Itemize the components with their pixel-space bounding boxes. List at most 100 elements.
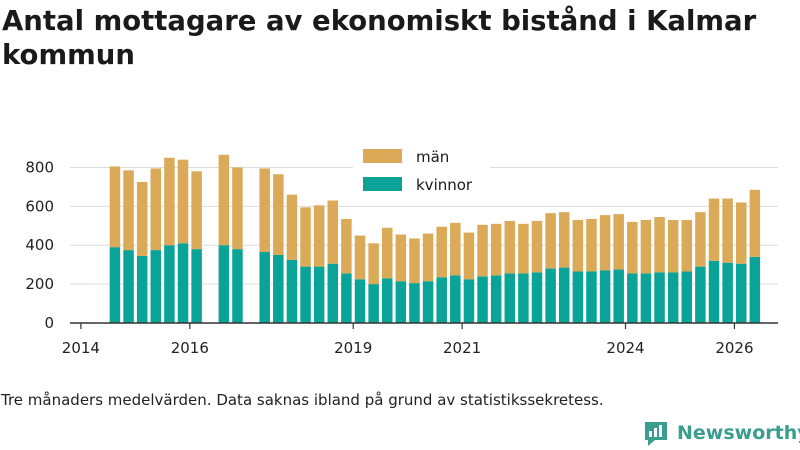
- bar-kvinnor: [395, 281, 407, 323]
- bar-kvinnor: [436, 277, 447, 323]
- bar-man: [450, 222, 461, 276]
- bar-kvinnor: [463, 279, 475, 323]
- bar-kvinnor: [259, 252, 270, 323]
- bar-kvinnor: [109, 247, 121, 323]
- bar-kvinnor: [518, 273, 529, 323]
- bar-man: [191, 171, 202, 250]
- bar-kvinnor: [450, 275, 461, 323]
- bars: [109, 154, 761, 323]
- bar-kvinnor: [545, 268, 556, 323]
- bar-kvinnor: [327, 263, 339, 323]
- bar-man: [531, 220, 543, 273]
- legend-label-kvinnor: kvinnor: [416, 176, 473, 194]
- bar-man: [490, 223, 502, 276]
- x-tick-label: 2024: [606, 339, 644, 357]
- bar-man: [164, 157, 175, 246]
- bar-kvinnor: [409, 283, 420, 323]
- bar-kvinnor: [368, 284, 379, 323]
- bar-kvinnor: [123, 250, 134, 323]
- bar-man: [504, 220, 516, 274]
- y-tick-label: 400: [25, 236, 54, 254]
- bar-man: [654, 217, 665, 273]
- bar-man: [232, 167, 243, 250]
- bar-kvinnor: [150, 250, 162, 323]
- bar-man: [749, 189, 761, 257]
- bar-man: [572, 219, 584, 272]
- bar-kvinnor: [654, 272, 665, 323]
- bar-kvinnor: [572, 271, 584, 323]
- bar-man: [259, 168, 270, 253]
- bar-kvinnor: [313, 266, 325, 323]
- bar-kvinnor: [273, 254, 284, 323]
- bar-man: [640, 219, 652, 274]
- bar-kvinnor: [164, 245, 175, 323]
- bar-kvinnor: [749, 256, 761, 323]
- bar-kvinnor: [695, 266, 706, 323]
- legend-label-man: män: [416, 148, 449, 166]
- y-tick-label: 0: [44, 314, 54, 332]
- bar-man: [150, 168, 162, 251]
- bar-kvinnor: [191, 249, 202, 323]
- bar-kvinnor: [681, 271, 693, 323]
- bar-man: [273, 174, 284, 255]
- bar-kvinnor: [640, 273, 652, 323]
- legend: män kvinnor: [353, 143, 490, 198]
- bar-man: [327, 200, 339, 264]
- bar-man: [558, 212, 570, 268]
- bar-man: [518, 223, 529, 274]
- bar-kvinnor: [300, 266, 311, 323]
- x-tick-label: 2026: [715, 339, 753, 357]
- x-tick-label: 2019: [334, 339, 372, 357]
- bar-man: [313, 205, 325, 267]
- bar-kvinnor: [286, 259, 298, 323]
- bar-man: [286, 194, 298, 260]
- legend-swatch-man: [363, 149, 402, 163]
- bar-man: [123, 170, 134, 251]
- bar-man: [136, 182, 148, 256]
- bar-kvinnor: [477, 276, 488, 323]
- bar-man: [463, 232, 475, 280]
- bar-kvinnor: [490, 275, 502, 323]
- bar-kvinnor: [232, 249, 243, 323]
- bar-kvinnor: [504, 273, 516, 323]
- bar-man: [667, 219, 679, 273]
- bar-man: [409, 238, 420, 284]
- bar-kvinnor: [218, 245, 230, 323]
- bar-kvinnor: [667, 272, 679, 323]
- bar-man: [300, 207, 311, 267]
- bar-man: [477, 224, 488, 277]
- bar-man: [599, 215, 611, 271]
- bar-kvinnor: [708, 260, 720, 323]
- y-tick-label: 800: [25, 158, 54, 176]
- bar-man: [422, 233, 434, 282]
- bar-kvinnor: [136, 255, 148, 323]
- y-tick-label: 200: [25, 275, 54, 293]
- bar-man: [109, 166, 121, 248]
- bar-man: [613, 214, 624, 270]
- bar-kvinnor: [381, 278, 393, 323]
- bar-kvinnor: [586, 271, 597, 323]
- bar-kvinnor: [531, 272, 543, 323]
- bar-man: [395, 234, 407, 282]
- chart-title: Antal mottagare av ekonomiskt bistånd i …: [2, 5, 757, 71]
- bar-kvinnor: [722, 262, 733, 323]
- bar-man: [354, 235, 366, 280]
- footnote: Tre månaders medelvärden. Data saknas ib…: [1, 391, 604, 409]
- bar-kvinnor: [341, 273, 352, 323]
- bar-man: [627, 221, 638, 274]
- legend-swatch-kvinnor: [363, 177, 402, 191]
- bar-kvinnor: [599, 270, 611, 323]
- bar-man: [436, 226, 447, 278]
- y-tick-label: 600: [25, 197, 54, 215]
- bar-man: [545, 213, 556, 269]
- bar-man: [586, 218, 597, 272]
- bar-man: [177, 159, 189, 244]
- axes: 0 200 400 600 800 2014 2016 2019 2021 2024 2026: [25, 158, 778, 357]
- bar-man: [218, 154, 230, 246]
- bar-man: [681, 219, 693, 272]
- bar-kvinnor: [177, 243, 189, 323]
- newsworthy-logo-icon: [645, 422, 667, 446]
- bar-kvinnor: [422, 281, 434, 323]
- bar-kvinnor: [735, 263, 747, 323]
